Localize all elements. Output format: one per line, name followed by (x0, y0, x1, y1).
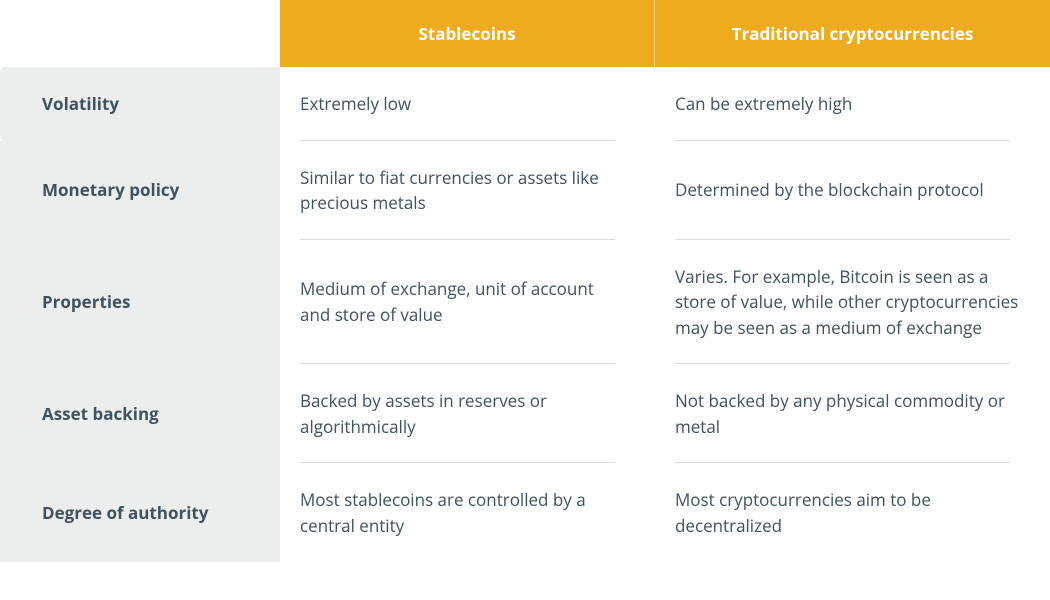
cell-properties-stable: Medium of exchange, unit of account and … (280, 240, 655, 365)
row-label-properties: Properties (0, 240, 280, 365)
cell-authority-stable: Most stablecoins are controlled by a cen… (280, 463, 655, 562)
cell-volatility-stable: Extremely low (280, 67, 655, 141)
column-header-stablecoins: Stablecoins (280, 0, 655, 67)
cell-backing-stable: Backed by assets in reserves or algorith… (280, 364, 655, 463)
header-empty-cell (0, 0, 280, 67)
comparison-table: Stablecoins Traditional cryptocurrencies… (0, 0, 1050, 562)
cell-volatility-trad: Can be extremely high (655, 67, 1050, 141)
row-label-monetary: Monetary policy (0, 141, 280, 240)
cell-monetary-stable: Similar to fiat currencies or assets lik… (280, 141, 655, 240)
cell-monetary-trad: Determined by the blockchain protocol (655, 141, 1050, 240)
row-label-backing: Asset backing (0, 364, 280, 463)
row-label-authority: Degree of authority (0, 463, 280, 562)
cell-backing-trad: Not backed by any physical commodity or … (655, 364, 1050, 463)
cell-properties-trad: Varies. For example, Bitcoin is seen as … (655, 240, 1050, 365)
cell-authority-trad: Most cryptocurrencies aim to be decentra… (655, 463, 1050, 562)
row-label-volatility: Volatility (0, 67, 280, 141)
column-header-traditional: Traditional cryptocurrencies (655, 0, 1050, 67)
